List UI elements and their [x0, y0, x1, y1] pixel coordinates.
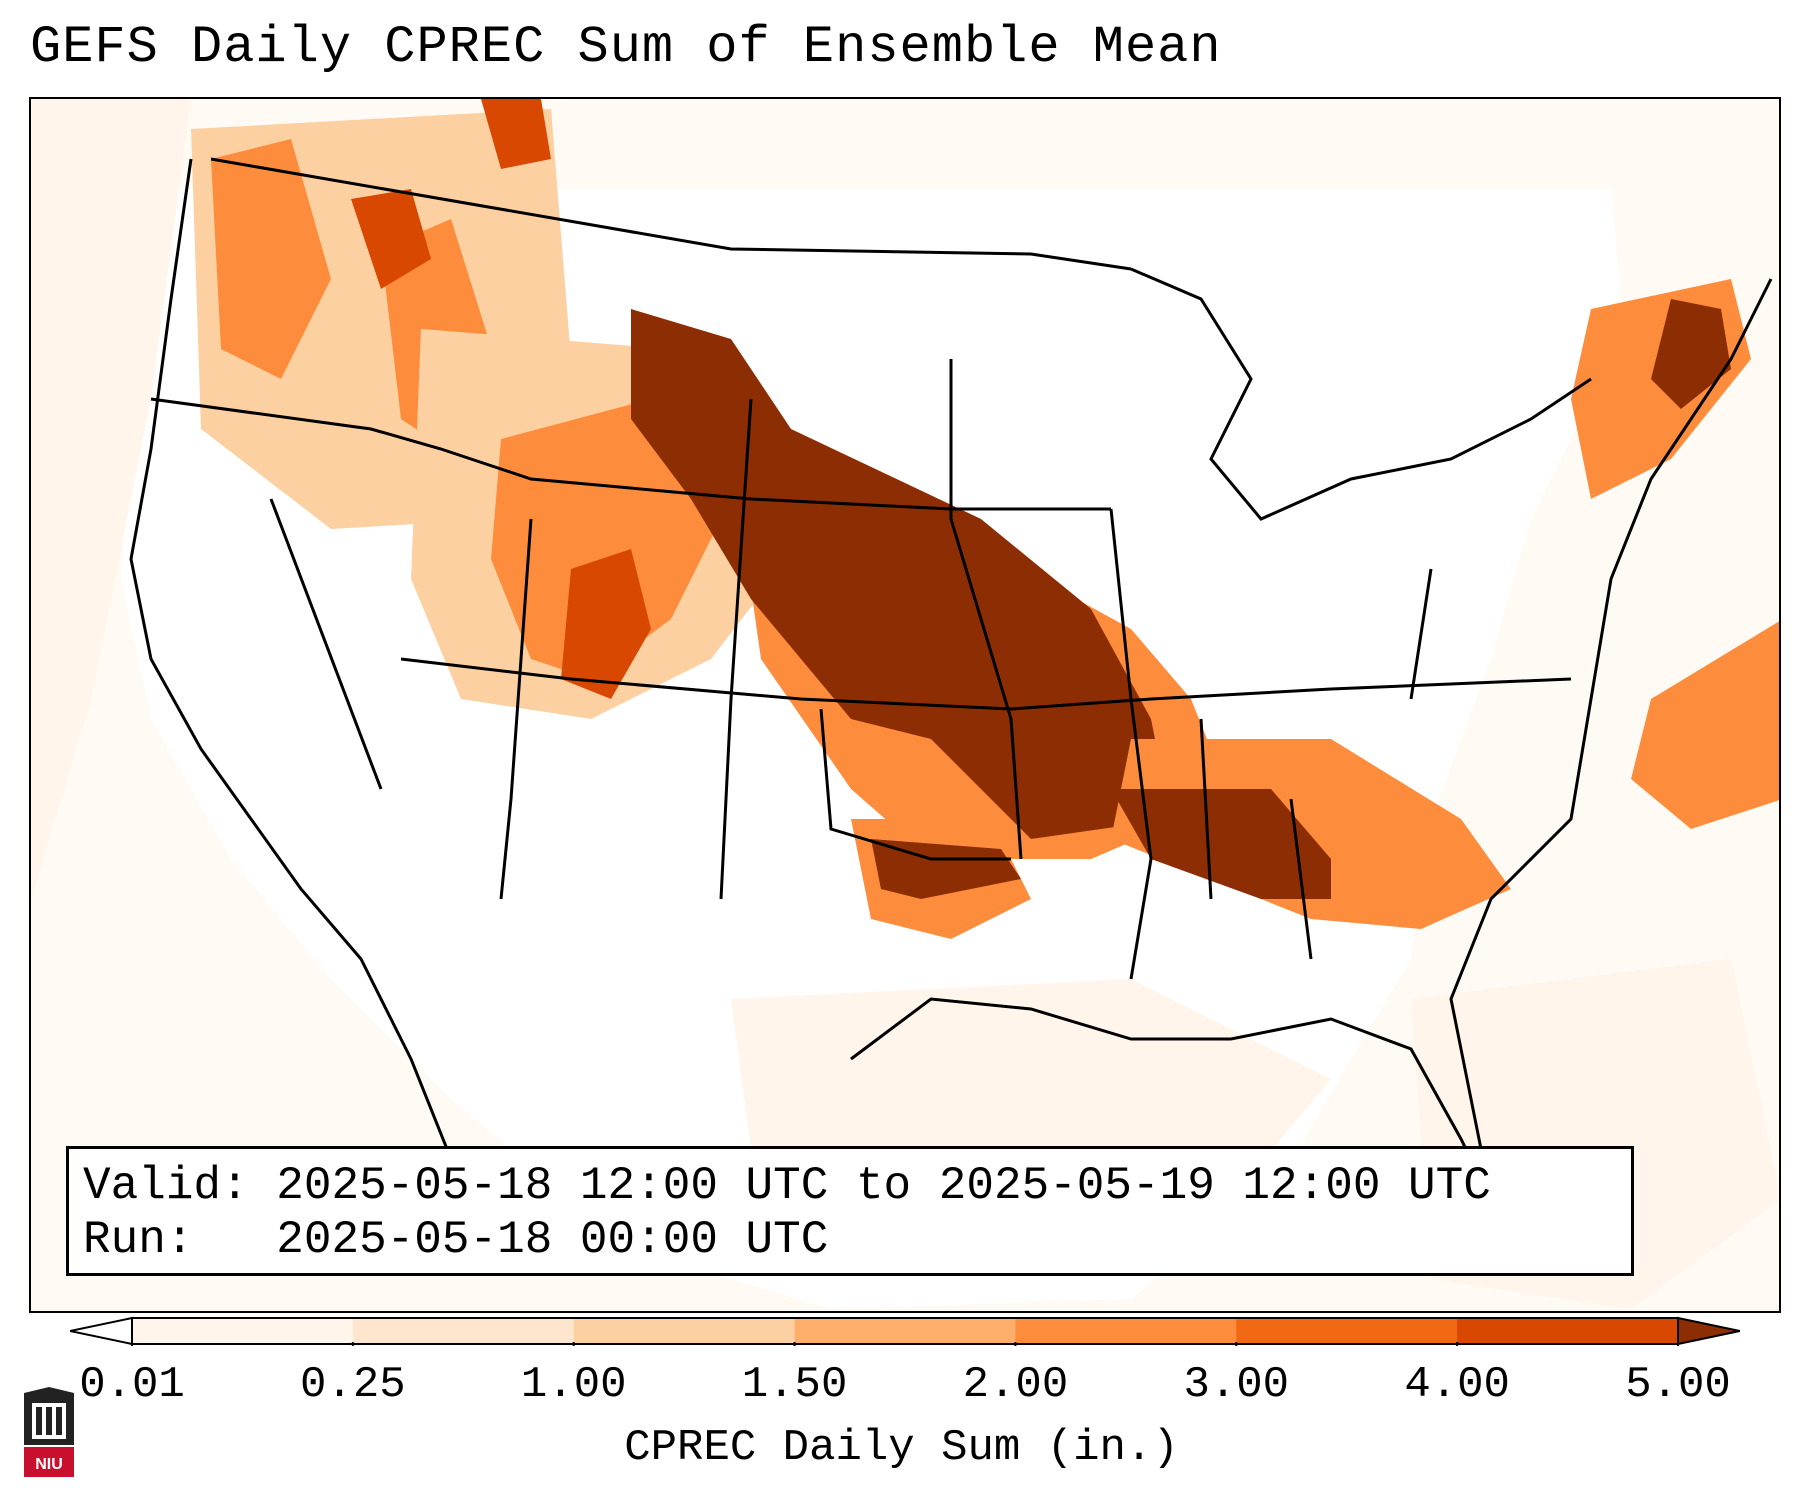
state-line-6 — [1109, 508, 1153, 980]
state-line-5 — [949, 359, 1023, 860]
colorbar-tick-label: 4.00 — [1404, 1360, 1510, 1410]
colorbar-over-arrow — [1677, 1316, 1741, 1346]
niu-logo: NIU — [24, 1387, 74, 1477]
colorbar-border — [131, 1317, 1679, 1345]
run-label: Run: — [83, 1214, 194, 1266]
pacific-blob — [31, 99, 191, 899]
run-value: 2025-05-18 00:00 UTC — [276, 1214, 829, 1266]
svg-text:NIU: NIU — [35, 1456, 63, 1473]
bc-dark — [481, 99, 551, 169]
colorbar-segment — [352, 1318, 575, 1344]
state-line-7 — [269, 498, 383, 790]
colorbar-segment — [1015, 1318, 1237, 1344]
state-line-8 — [819, 708, 1011, 861]
colorbar-segment — [1236, 1318, 1458, 1344]
valid-label: Valid: — [83, 1160, 249, 1212]
colorbar-tick-label: 2.00 — [962, 1360, 1069, 1410]
map-title: GEFS Daily CPREC Sum of Ensemble Mean — [30, 18, 1222, 77]
state-line-9 — [1199, 718, 1213, 900]
state-line-4 — [719, 398, 753, 900]
valid-value: 2025-05-18 12:00 UTC to 2025-05-19 12:00… — [276, 1160, 1491, 1212]
state-line-3 — [499, 518, 533, 900]
colorbar-tick-label: 1.50 — [741, 1360, 848, 1410]
colorbar — [69, 1316, 1741, 1346]
colorbar-segment — [132, 1318, 354, 1344]
colorbar-under-arrow — [69, 1316, 133, 1346]
southeast-max — [1111, 789, 1331, 899]
colorbar-segment — [794, 1318, 1016, 1344]
southeast-orange — [1111, 739, 1511, 929]
colorbar-tick-label: 3.00 — [1183, 1360, 1290, 1410]
boundary-lines — [129, 157, 1773, 1200]
state-line-10 — [1289, 798, 1313, 960]
pnw-dark — [351, 189, 431, 289]
colorbar-tick-label: 5.00 — [1625, 1360, 1731, 1410]
great-lakes — [1130, 267, 1592, 521]
state-line-11 — [1409, 568, 1433, 700]
gulf-coast — [850, 997, 1493, 1200]
pnw-orange — [211, 139, 331, 379]
colorbar-tick-label: 1.00 — [520, 1360, 627, 1410]
colorado-dark — [561, 549, 651, 699]
colorbar-canvas — [69, 1316, 1741, 1346]
map-canvas — [31, 99, 1779, 1311]
precipitation-map — [29, 97, 1781, 1313]
offshore-orange — [1631, 621, 1779, 829]
colorbar-segment — [573, 1318, 796, 1344]
colorbar-tick-label: 0.25 — [300, 1360, 406, 1410]
state-line-2 — [400, 657, 1572, 711]
newengland-max — [1651, 299, 1731, 409]
colorbar-tick-label: 0.01 — [79, 1360, 185, 1410]
canada-border — [210, 157, 1132, 271]
validity-info-box: Valid: 2025-05-18 12:00 UTC to 2025-05-1… — [66, 1146, 1634, 1276]
colorbar-segment — [1457, 1318, 1679, 1344]
east-coast — [1449, 278, 1773, 1200]
colorbar-title: CPREC Daily Sum (in.) — [624, 1423, 1179, 1473]
texas-max — [871, 839, 1021, 899]
